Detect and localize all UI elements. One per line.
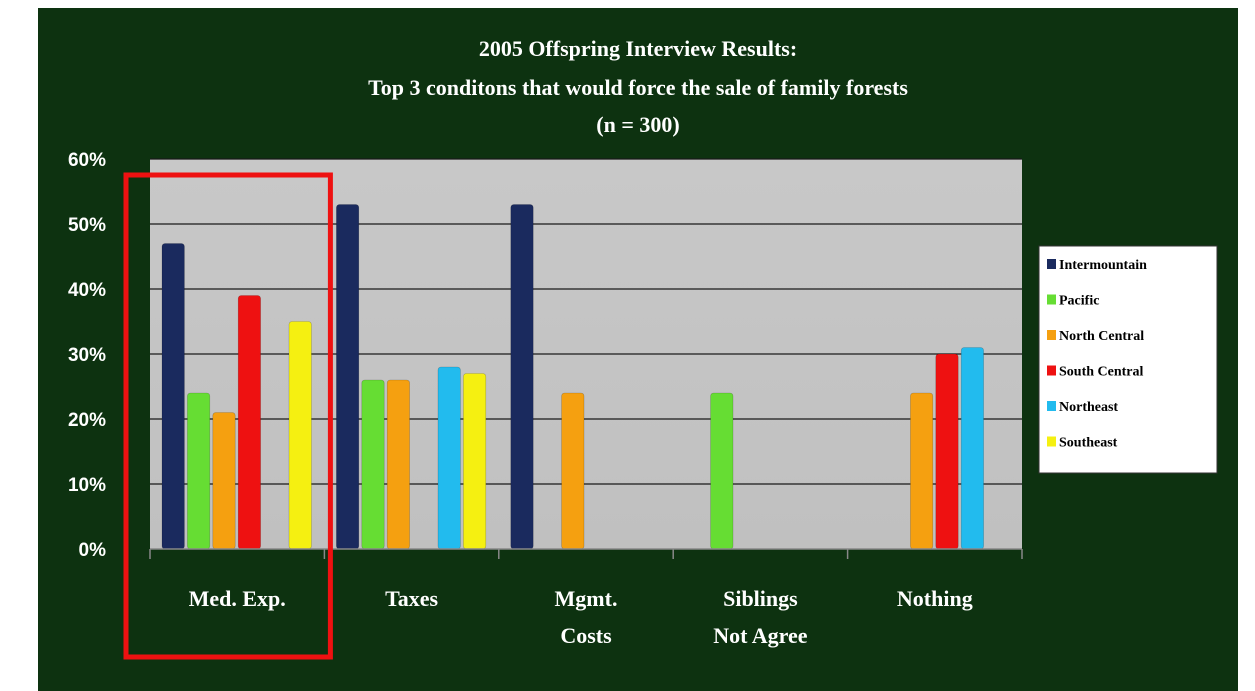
y-tick-label: 40%	[68, 280, 106, 301]
legend-swatch	[1047, 365, 1056, 376]
legend-label: Pacific	[1059, 294, 1099, 309]
chart-title: 2005 Offspring Interview Results: Top 3 …	[368, 36, 908, 137]
highlight-box	[123, 172, 333, 660]
bar-chart: 2005 Offspring Interview Results: Top 3 …	[68, 36, 1218, 660]
legend-label: Intermountain	[1059, 258, 1147, 273]
bar	[561, 392, 585, 550]
y-tick-label: 60%	[68, 150, 106, 171]
x-category-label: Siblings	[723, 586, 798, 611]
y-tick-label: 20%	[68, 410, 106, 431]
bar	[510, 204, 534, 550]
y-tick-label: 30%	[68, 345, 106, 366]
legend-swatch	[1047, 436, 1056, 447]
x-category-label: Mgmt.	[555, 586, 618, 611]
legend-label: Northeast	[1059, 400, 1118, 415]
y-tick-label: 50%	[68, 215, 106, 236]
legend: Intermountain Pacific North Central South C…	[1038, 245, 1218, 474]
bar	[288, 321, 312, 550]
chart-title-line-1: 2005 Offspring Interview Results:	[479, 36, 797, 61]
chart-title-line-3: (n = 300)	[596, 112, 679, 137]
bar	[935, 353, 959, 550]
bar	[212, 412, 236, 550]
chart-title-line-2: Top 3 conditons that would force the sal…	[368, 75, 908, 100]
bar	[710, 392, 734, 550]
y-axis-ticks: 0% 10% 20% 30% 40% 50% 60%	[68, 150, 106, 561]
legend-swatch	[1047, 259, 1056, 269]
x-category-label: Costs	[560, 623, 612, 648]
slide-background: 2005 Offspring Interview Results: Top 3 …	[38, 8, 1238, 691]
x-category-label: Nothing	[897, 586, 973, 611]
x-category-label: Med. Exp.	[189, 586, 286, 611]
legend-swatch	[1047, 401, 1056, 411]
legend-label: South Central	[1059, 365, 1144, 380]
legend-swatch	[1047, 294, 1056, 305]
bar	[336, 204, 360, 550]
bar	[910, 392, 934, 550]
x-category-label: Not Agree	[713, 623, 808, 648]
bar	[161, 243, 185, 550]
legend-label: North Central	[1059, 329, 1144, 344]
bar	[463, 373, 487, 550]
legend-swatch	[1047, 330, 1056, 340]
y-tick-label: 10%	[68, 475, 106, 496]
x-category-label: Taxes	[385, 586, 438, 611]
bar	[361, 379, 385, 550]
x-axis: Med. Exp. Taxes Mgmt. Costs Siblings Not Agre…	[149, 548, 1023, 648]
bars	[161, 204, 984, 550]
bar	[386, 379, 410, 550]
y-tick-label: 0%	[79, 540, 107, 561]
legend-label: Southeast	[1059, 436, 1118, 451]
bar	[237, 295, 261, 550]
bar	[437, 366, 461, 550]
bar	[187, 392, 211, 550]
legend-box	[1038, 245, 1218, 474]
bar	[960, 347, 984, 550]
